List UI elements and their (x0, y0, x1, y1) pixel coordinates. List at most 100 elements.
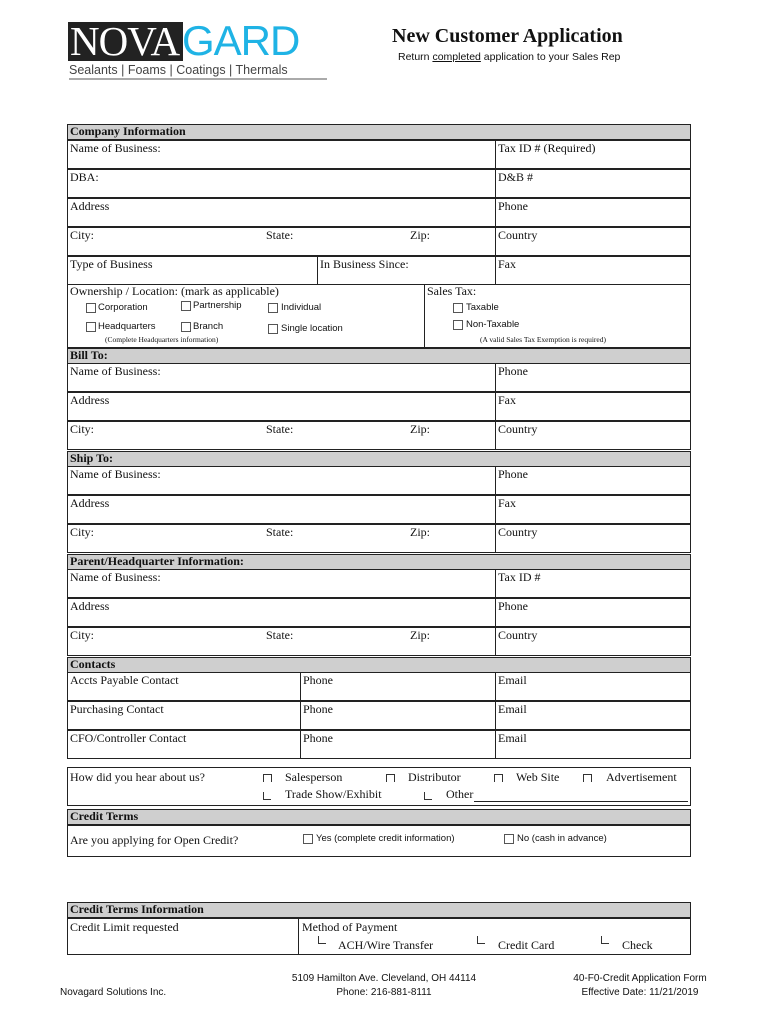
open-credit-yes-label: Yes (complete credit information) (316, 833, 455, 844)
contact-phone-field: Phone (303, 702, 333, 716)
checkbox-open-credit-no[interactable] (504, 834, 514, 844)
checkbox-referral-1[interactable] (386, 774, 395, 782)
ownership-option-label: Headquarters (98, 321, 156, 332)
form-row[interactable] (67, 466, 691, 495)
checkbox-payment-2[interactable] (601, 936, 609, 944)
ownership-section[interactable] (67, 284, 691, 348)
form-row[interactable] (67, 169, 691, 198)
divider (495, 256, 496, 285)
checkbox-referral-2[interactable] (494, 774, 503, 782)
referral-option-label: Other (446, 787, 474, 801)
form-row[interactable] (67, 918, 691, 955)
divider (495, 730, 496, 759)
footer-company: Novagard Solutions Inc. (60, 987, 167, 998)
divider (300, 730, 301, 759)
zip-field: Zip: (410, 228, 430, 242)
address-field: Address (70, 496, 110, 510)
form-row[interactable] (67, 672, 691, 701)
checkbox-payment-0[interactable] (318, 936, 326, 944)
credit-limit-field: Credit Limit requested (70, 920, 179, 934)
checkbox-ownership-3[interactable] (86, 322, 96, 332)
divider (495, 198, 496, 227)
address-field: Address (70, 199, 110, 213)
open-credit-question: Are you applying for Open Credit? (70, 833, 239, 847)
checkbox-open-credit-yes[interactable] (303, 834, 313, 844)
headquarters-note: (Complete Headquarters information) (105, 335, 219, 344)
divider (300, 701, 301, 730)
checkbox-taxable[interactable] (453, 303, 463, 313)
referral-option-label: Web Site (516, 770, 560, 784)
footer-effective-date: Effective Date: 11/21/2019 (581, 987, 699, 998)
zip-field: Zip: (410, 422, 430, 436)
footer-address: 5109 Hamilton Ave. Cleveland, OH 44114 (291, 973, 477, 984)
form-row[interactable] (67, 227, 691, 256)
page-title: New Customer Application (392, 25, 623, 47)
footer-form-id: 40-F0-Credit Application Form (573, 973, 707, 984)
name-of-business-field: Name of Business: (70, 364, 161, 378)
form-row[interactable] (67, 421, 691, 450)
checkbox-ownership-2[interactable] (268, 303, 278, 313)
form-row[interactable] (67, 198, 691, 227)
referral-option-label: Distributor (408, 770, 461, 784)
divider (495, 227, 496, 256)
ownership-option-label: Partnership (193, 300, 242, 311)
exemption-note: (A valid Sales Tax Exemption is required… (480, 335, 606, 344)
ownership-option-label: Corporation (98, 302, 148, 313)
state-field: State: (266, 525, 294, 539)
checkbox-non-taxable[interactable] (453, 320, 463, 330)
divider (424, 284, 425, 348)
subtitle-emphasis: completed (432, 51, 481, 63)
form-row[interactable] (67, 140, 691, 169)
form-row[interactable] (67, 569, 691, 598)
checkbox-ownership-4[interactable] (181, 322, 191, 332)
contact-phone-field: Phone (303, 731, 333, 745)
country-field: Country (498, 525, 538, 539)
subtitle-post: application to your Sales Rep (480, 51, 621, 63)
divider (495, 169, 496, 198)
form-row[interactable] (67, 701, 691, 730)
fax-field: Fax (498, 393, 516, 407)
city-field: City: (70, 525, 95, 539)
checkbox-ownership-0[interactable] (86, 303, 96, 313)
city-field: City: (70, 628, 95, 642)
tax-id-field: Tax ID # (Required) (498, 141, 596, 155)
checkbox-referral-4[interactable] (263, 792, 271, 800)
checkbox-ownership-1[interactable] (181, 301, 191, 311)
type-of-business-field: Type of Business (70, 257, 153, 271)
form-row[interactable] (67, 627, 691, 656)
contact-email-field: Email (498, 702, 527, 716)
referral-option-label: Trade Show/Exhibit (285, 787, 382, 801)
form-row[interactable] (67, 825, 691, 857)
divider (495, 140, 496, 169)
referral-section[interactable] (67, 767, 691, 806)
form-row[interactable] (67, 495, 691, 524)
dba-field: DBA: (70, 170, 99, 184)
form-row[interactable] (67, 392, 691, 421)
checkbox-referral-3[interactable] (583, 774, 592, 782)
section-ship-to: Ship To: (67, 451, 691, 467)
payment-method-label: Check (622, 938, 653, 952)
contact-phone-field: Phone (303, 673, 333, 687)
checkbox-referral-5[interactable] (424, 792, 432, 800)
form-row[interactable] (67, 363, 691, 392)
fax-field: Fax (498, 496, 516, 510)
checkbox-payment-1[interactable] (477, 936, 485, 944)
section-contacts: Contacts (67, 657, 691, 673)
section-company-information: Company Information (67, 124, 691, 140)
checkbox-referral-0[interactable] (263, 774, 272, 782)
name-of-business-field: Name of Business: (70, 570, 161, 584)
contact-label: CFO/Controller Contact (70, 731, 187, 745)
divider (495, 363, 496, 392)
checkbox-ownership-5[interactable] (268, 324, 278, 334)
divider (298, 918, 299, 955)
divider (495, 524, 496, 553)
page-subtitle: Return completed application to your Sal… (398, 51, 620, 63)
form-row[interactable] (67, 730, 691, 759)
form-row[interactable] (67, 598, 691, 627)
contact-label: Accts Payable Contact (70, 673, 179, 687)
form-row[interactable] (67, 524, 691, 553)
state-field: State: (266, 422, 294, 436)
other-input-line[interactable] (474, 801, 688, 802)
referral-question: How did you hear about us? (70, 770, 205, 784)
logo-tagline: Sealants | Foams | Coatings | Thermals (69, 63, 327, 80)
